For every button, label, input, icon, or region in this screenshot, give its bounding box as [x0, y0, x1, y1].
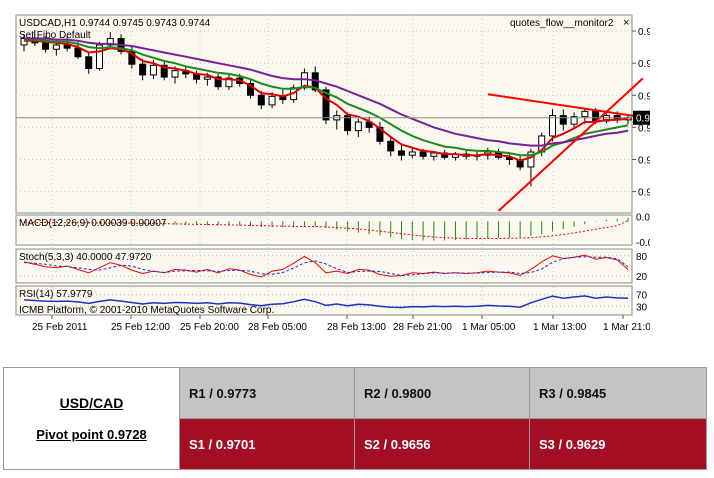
candle-body	[344, 115, 352, 132]
r2-cell: R2 / 0.9800	[354, 367, 530, 419]
candle-body	[139, 63, 147, 76]
chart-canvas: 0.9825 0.9795 0.9765 0.9735 0.9705 0.9675 0.97…	[15, 14, 650, 333]
s1-cell: S1 / 0.9701	[179, 418, 355, 470]
resistance-row: USD/CAD Pivot point 0.9728 R1 / 0.9773 R…	[3, 367, 707, 470]
chart-subtitle: Set Fibo Default	[19, 30, 91, 41]
moving-average-line-1	[24, 39, 629, 162]
macd-y-tick: 0.00052	[636, 213, 650, 224]
support-row: S1 / 0.9701 S2 / 0.9656 S3 / 0.9629	[4, 418, 707, 470]
candle-body	[257, 94, 265, 106]
x-tick-label: 1 Mar 05:00	[462, 322, 516, 333]
x-tick-label: 28 Feb 21:00	[393, 322, 452, 333]
candle-body	[225, 77, 233, 88]
x-tick-label: 1 Mar 21:00	[603, 322, 650, 333]
close-icon: ×	[623, 17, 629, 29]
candle-body	[160, 64, 168, 78]
candle-body	[247, 82, 254, 96]
s3-cell: S3 / 0.9629	[529, 418, 707, 470]
macd-panel	[15, 214, 633, 246]
stoch-y-tick: 20	[636, 272, 648, 283]
candle-body	[42, 42, 50, 50]
candle-body	[214, 76, 222, 88]
candle-body	[581, 110, 589, 118]
candle-body	[408, 151, 416, 156]
candle-body	[387, 140, 395, 152]
macd-histogram	[23, 217, 629, 241]
rsi-line	[23, 295, 629, 309]
x-tick-label: 25 Feb 12:00	[111, 322, 170, 333]
candle-body	[63, 44, 71, 49]
y-tick-label: 0.9735	[638, 123, 650, 134]
indicator-name: quotes_flow__monitor2	[510, 18, 614, 29]
pair-cell: USD/CAD Pivot point 0.9728	[3, 367, 180, 470]
trend-line-1	[487, 93, 650, 120]
candle-body	[203, 76, 211, 80]
rsi-y-tick: 70	[636, 291, 648, 302]
rsi-label: RSI(14) 57.9779	[19, 289, 93, 300]
stoch-signal-line	[23, 256, 629, 277]
candle-body	[171, 70, 179, 78]
candle-body	[96, 44, 103, 70]
macd-y-tick: -0.00225	[636, 238, 650, 249]
candle-body	[430, 152, 438, 157]
candle-body	[516, 158, 524, 168]
x-tick-label: 25 Feb 20:00	[180, 322, 239, 333]
rsi-y-tick: 30	[636, 302, 648, 313]
candle-body	[354, 121, 362, 132]
y-tick-label: 0.9705	[638, 155, 650, 166]
current-price-box	[633, 110, 650, 125]
trend-line-2	[497, 77, 644, 212]
price-chart: 0.9825 0.9795 0.9765 0.9735 0.9705 0.9675 0.97…	[15, 14, 650, 333]
y-tick-label: 0.9825	[638, 27, 650, 38]
y-tick-label: 0.9765	[638, 91, 650, 102]
platform-label: ICMB Platform, © 2001-2010 MetaQuotes So…	[19, 305, 274, 316]
candle-body	[85, 56, 93, 70]
candle-body	[106, 38, 114, 46]
chart-title: USDCAD,H1 0.9744 0.9745 0.9743 0.9744	[19, 18, 211, 29]
candle-body	[322, 89, 330, 121]
x-tick-label: 25 Feb 2011	[32, 322, 88, 333]
candle-body	[602, 115, 610, 122]
candle-body	[52, 44, 60, 50]
r3-cell: R3 / 0.9845	[529, 367, 707, 419]
stoch-label: Stoch(5,3,3) 40.0000 47.9720	[19, 252, 152, 263]
pair-label: USD/CAD	[59, 395, 124, 411]
candle-body	[398, 150, 405, 156]
candle-body	[268, 95, 276, 106]
candle-body	[441, 152, 449, 158]
pivot-table: USD/CAD Pivot point 0.9728 R1 / 0.9773 R…	[3, 367, 707, 470]
candle-body	[559, 115, 567, 125]
stoch-y-tick: 80	[636, 252, 648, 263]
x-tick-label: 1 Mar 13:00	[533, 322, 587, 333]
y-tick-label: 0.9795	[638, 59, 650, 70]
candle-body	[128, 50, 136, 65]
candle-body	[419, 151, 427, 157]
x-tick-label: 28 Feb 13:00	[327, 322, 386, 333]
y-tick-label: 0.9675	[638, 188, 650, 199]
candle-body	[527, 151, 535, 168]
moving-average-line-3	[24, 37, 629, 147]
candle-body	[570, 116, 578, 125]
moving-average-line-2	[24, 38, 629, 157]
macd-label: MACD(12,26,9) 0.00039 0.00007	[19, 218, 167, 229]
macd-signal-line	[23, 220, 629, 239]
pivot-point-label: Pivot point 0.9728	[36, 427, 147, 442]
current-price-label: 0.9744	[636, 114, 650, 125]
candle-body	[549, 115, 556, 137]
x-tick-label: 28 Feb 05:00	[248, 322, 307, 333]
candle-body	[74, 47, 82, 58]
s2-cell: S2 / 0.9656	[354, 418, 530, 470]
stoch-main-line	[23, 254, 629, 278]
r1-cell: R1 / 0.9773	[179, 367, 355, 419]
candle-body	[149, 64, 157, 76]
